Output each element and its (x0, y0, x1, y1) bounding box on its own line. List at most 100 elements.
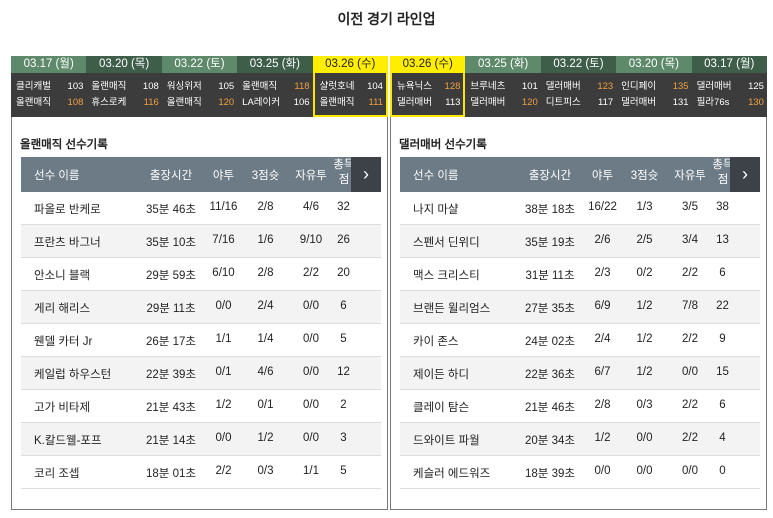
team-name: 댈러매버 (696, 81, 732, 92)
next-columns-button[interactable]: › (351, 157, 381, 192)
field-goals: 0/1 (215, 366, 232, 378)
minutes: 35분 19초 (525, 237, 575, 249)
three-pointers: 2/8 (257, 201, 274, 213)
player-name: 케슬러 에드워즈 (413, 468, 491, 480)
dallas-recent-games: 03.26 (수) 뉴욕닉스 128 댈러매버 113 03.25 (화) 브루네츠 101 댈… (390, 56, 767, 117)
game-date: 03.25 (화) (237, 56, 313, 73)
table-row[interactable]: 브랜든 윌리엄스 27분 35초 6/9 1/2 7/8 22 (400, 291, 760, 324)
game-score: 샬럿호네 104 올랜매직 111 (312, 73, 388, 117)
orlando-player-stats-panel: 올랜매직 선수기록 선수 이름 출장시간 야투 3점슛 자유투 총득점 › 파올… (11, 117, 388, 510)
team-line: 필라76s 130 (697, 95, 764, 111)
minutes: 18분 01초 (146, 468, 196, 480)
game-score: 올랜매직 108 휴스로케 116 (86, 73, 161, 117)
team-line: 올랜매직 118 (242, 79, 309, 95)
field-goals: 11/16 (209, 201, 238, 213)
team-line: LA레이커 106 (242, 95, 309, 111)
col-fg: 야투 (591, 170, 614, 182)
three-pointers: 1/2 (636, 366, 653, 378)
team-score: 108 (67, 97, 84, 108)
col-points: 총득점 (712, 159, 734, 186)
team-line: 댈러매버 113 (397, 95, 460, 111)
three-pointers: 2/8 (257, 267, 274, 279)
table-header: 선수 이름 출장시간 야투 3점슛 자유투 총득점 › (21, 157, 381, 192)
table-row[interactable]: 카이 존스 24분 02초 2/4 1/2 2/2 9 (400, 324, 760, 357)
points: 20 (337, 267, 350, 279)
team-line: 디트피스 117 (546, 95, 613, 111)
team-line: 워싱위저 105 (167, 79, 234, 95)
points: 4 (719, 432, 726, 444)
points: 32 (337, 201, 350, 213)
game-date: 03.22 (토) (161, 56, 238, 73)
three-pointers: 0/0 (636, 465, 653, 477)
game-card[interactable]: 03.20 (목) 올랜매직 108 휴스로케 116 (86, 56, 162, 117)
team-line: 뉴욕닉스 128 (397, 79, 460, 95)
field-goals: 1/1 (215, 333, 232, 345)
next-columns-button[interactable]: › (730, 157, 760, 192)
team-score: 120 (218, 97, 235, 108)
field-goals: 6/9 (594, 300, 611, 312)
table-row[interactable]: 파올로 반케로 35분 46초 11/16 2/8 4/6 32 (21, 192, 381, 225)
minutes: 21분 14초 (146, 435, 196, 447)
player-name: 스펜서 딘위디 (413, 237, 480, 249)
game-score: 올랜매직 118 LA레이커 106 (237, 73, 312, 117)
game-card[interactable]: 03.25 (화) 브루네츠 101 댈러매버 120 (465, 56, 541, 117)
table-row[interactable]: 드와이트 파월 20분 34초 1/2 0/0 2/2 4 (400, 423, 760, 456)
free-throws: 2/2 (682, 399, 698, 411)
minutes: 21분 46초 (525, 402, 575, 414)
col-minutes: 출장시간 (149, 170, 193, 182)
table-row[interactable]: 맥스 크리스티 31분 11초 2/3 0/2 2/2 6 (400, 258, 760, 291)
team-name: 디트피스 (545, 97, 581, 108)
table-row[interactable]: 제이든 하디 22분 36초 6/7 1/2 0/0 15 (400, 357, 760, 390)
team-name: 워싱위저 (166, 81, 202, 92)
game-date: 03.26 (수) (390, 56, 466, 73)
table-row[interactable]: K.칼드웰-포프 21분 14초 0/0 1/2 0/0 3 (21, 423, 381, 456)
table-row[interactable]: 코리 조셉 18분 01초 2/2 0/3 1/1 5 (21, 456, 381, 489)
table-row[interactable]: 케일럽 하우스턴 22분 39초 0/1 4/6 0/0 12 (21, 357, 381, 390)
three-pointers: 4/6 (257, 366, 274, 378)
team-name: 클리캐벌 (16, 81, 51, 92)
table-row[interactable]: 안소니 블랙 29분 59초 6/10 2/8 2/2 20 (21, 258, 381, 291)
minutes: 21분 43초 (146, 402, 196, 414)
table-row[interactable]: 케슬러 에드워즈 18분 39초 0/0 0/0 0/0 0 (400, 456, 760, 489)
game-date: 03.17 (월) (11, 56, 87, 73)
col-name: 선수 이름 (34, 170, 80, 182)
game-card[interactable]: 03.26 (수) 샬럿호네 104 올랜매직 111 (312, 56, 388, 117)
minutes: 35분 10초 (146, 237, 196, 249)
table-row[interactable]: 고가 비타제 21분 43초 1/2 0/1 0/0 2 (21, 390, 381, 423)
game-card[interactable]: 03.17 (월) 클리캐벌 103 올랜매직 108 (11, 56, 87, 117)
game-date: 03.20 (목) (86, 56, 162, 73)
free-throws: 0/0 (682, 366, 698, 378)
points: 15 (716, 366, 729, 378)
game-card[interactable]: 03.25 (화) 올랜매직 118 LA레이커 106 (237, 56, 313, 117)
table-row[interactable]: 웬델 카터 Jr 26분 17초 1/1 1/4 0/0 5 (21, 324, 381, 357)
team-name: 올랜매직 (166, 97, 202, 108)
table-row[interactable]: 게리 해리스 29분 11초 0/0 2/4 0/0 6 (21, 291, 381, 324)
team-name: 필라76s (696, 97, 730, 108)
minutes: 27분 35초 (525, 303, 575, 315)
col-ft: 자유투 (674, 170, 706, 182)
table-row[interactable]: 프란츠 바그너 35분 10초 7/16 1/6 9/10 26 (21, 225, 381, 258)
free-throws: 2/2 (682, 333, 698, 345)
table-row[interactable]: 클레이 탐슨 21분 46초 2/8 0/3 2/2 6 (400, 390, 760, 423)
minutes: 24분 02초 (525, 336, 575, 348)
free-throws: 2/2 (682, 267, 698, 279)
game-card[interactable]: 03.17 (월) 댈러매버 125 필라76s 130 (691, 56, 767, 117)
game-card[interactable]: 03.22 (토) 워싱위저 105 올랜매직 120 (161, 56, 238, 117)
player-name: 케일럽 하우스턴 (34, 369, 112, 381)
field-goals: 6/10 (212, 267, 235, 279)
game-card[interactable]: 03.26 (수) 뉴욕닉스 128 댈러매버 113 (390, 56, 466, 117)
col-minutes: 출장시간 (528, 170, 572, 182)
table-row[interactable]: 나지 마샬 38분 18초 16/22 1/3 3/5 38 (400, 192, 760, 225)
game-card[interactable]: 03.20 (목) 인디페이 135 댈러매버 131 (616, 56, 692, 117)
player-name: 맥스 크리스티 (413, 270, 480, 282)
field-goals: 0/0 (594, 465, 611, 477)
game-card[interactable]: 03.22 (토) 댈러매버 123 디트피스 117 (540, 56, 617, 117)
minutes: 22분 39초 (146, 369, 196, 381)
team-score: 130 (748, 97, 764, 108)
points: 12 (337, 366, 350, 378)
free-throws: 2/2 (682, 432, 698, 444)
field-goals: 2/3 (594, 267, 611, 279)
three-pointers: 0/3 (257, 465, 274, 477)
free-throws: 1/1 (303, 465, 319, 477)
table-row[interactable]: 스펜서 딘위디 35분 19초 2/6 2/5 3/4 13 (400, 225, 760, 258)
